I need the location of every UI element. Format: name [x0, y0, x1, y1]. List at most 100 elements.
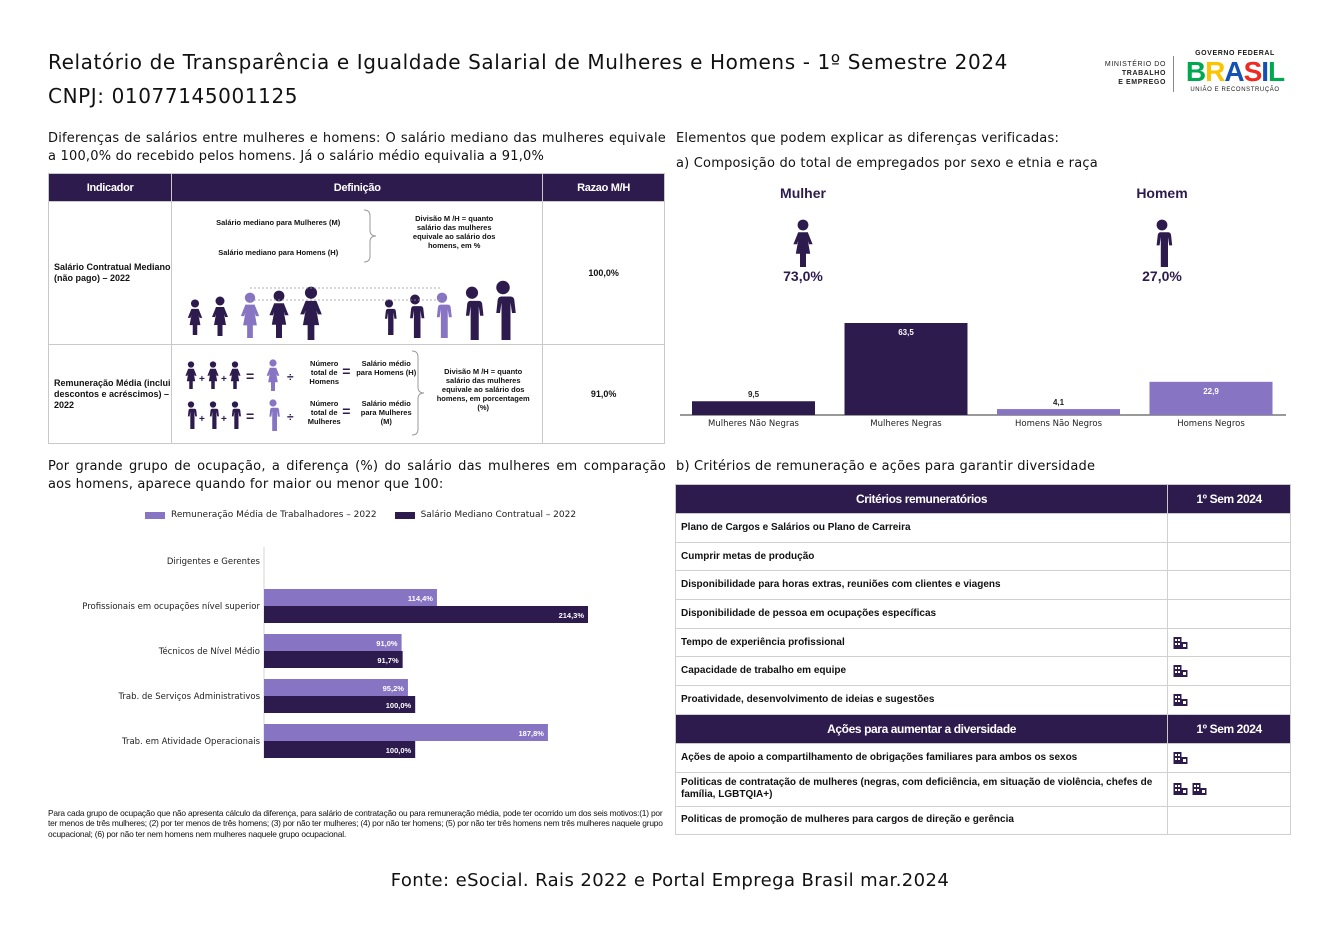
avg-women-salary-label: Salário médio para Homens (H) — [356, 359, 417, 377]
legend-label-median: Salário Mediano Contratual – 2022 — [420, 510, 577, 520]
occupation-bar — [264, 696, 416, 713]
company-building-icon — [1173, 665, 1188, 678]
composition-subtitle: a) Composição do total de empregados por… — [676, 156, 1098, 171]
criteria-mark-cell — [1167, 599, 1291, 629]
table-row: Tempo de experiência profissional — [674, 627, 1291, 658]
occupation-bar — [264, 741, 416, 758]
criteria-subtitle: b) Critérios de remuneração e ações para… — [676, 459, 1096, 474]
indicator-median-definition: Salário mediano para Mulheres (M) Salári… — [171, 201, 544, 345]
company-building-icon — [1173, 783, 1188, 795]
occupation-value-label: 91,7% — [377, 656, 399, 665]
criteria-mark-cell — [1167, 570, 1291, 601]
composition-category-label: Homens Negros — [1177, 419, 1245, 429]
source-note: Fonte: eSocial. Rais 2022 e Portal Empre… — [390, 870, 950, 891]
criteria-label: Tempo de experiência profissional — [674, 627, 1169, 658]
brasil-letter: S — [1243, 56, 1263, 87]
indicator-header: Indicador — [47, 173, 173, 202]
legend-swatch-median — [394, 511, 415, 519]
indicator-median-name: Salário Contratual Mediano (não pago) – … — [47, 201, 173, 345]
definition-header: Definição — [171, 173, 544, 202]
composition-value-label: 9,5 — [748, 390, 760, 399]
average-division-note: Divisão M /H = quanto salário das mulher… — [436, 367, 530, 412]
brasil-letter: L — [1268, 56, 1285, 87]
period-header: 1º Sem 2024 — [1167, 713, 1291, 744]
company-building-icon — [1173, 751, 1188, 764]
brasil-letter: B — [1185, 56, 1206, 87]
criteria-mark-cell — [1167, 513, 1291, 543]
table-row: Proatividade, desenvolvimento de ideias … — [674, 685, 1291, 715]
table-row: Disponibilidade de pessoa em ocupações e… — [674, 599, 1291, 629]
occupation-value-label: 187,8% — [518, 729, 544, 738]
woman-icon — [793, 219, 813, 267]
ministry-logo: MINISTÉRIO DO TRABALHO E EMPREGO — [1090, 60, 1166, 87]
median-women-label: Salário mediano para Mulheres (M) — [216, 218, 341, 227]
criteria-mark-cell — [1167, 541, 1291, 572]
salary-difference-text: Diferenças de salários entre mulheres e … — [48, 131, 666, 164]
criteria-mark-cell — [1167, 771, 1291, 807]
elements-section-title: Elementos que podem explicar as diferenç… — [676, 131, 1060, 146]
indicator-median-value: 100,0% — [542, 201, 665, 345]
avg-men-salary-label: Salário médio para Mulheres (M) — [360, 399, 412, 426]
people-median-illustration — [188, 280, 516, 340]
brasil-letter: A — [1224, 56, 1244, 87]
svg-text:=: = — [246, 408, 254, 424]
svg-text:+: + — [221, 414, 227, 425]
logo-divider — [1173, 56, 1174, 92]
criteria-label: Politicas de contratação de mulheres (ne… — [674, 771, 1169, 807]
equals-icon: = — [342, 403, 351, 419]
composition-value-label: 63,5 — [898, 328, 914, 337]
company-building-icon — [1173, 636, 1188, 649]
occupation-bar — [264, 724, 548, 741]
legend-label-average: Remuneração Média de Trabalhadores – 202… — [171, 510, 377, 520]
government-logo-tagline: UNIÃO E RECONSTRUÇÃO — [1190, 87, 1280, 93]
government-logo-top: GOVERNO FEDERAL — [1195, 50, 1275, 57]
occupation-value-label: 114,4% — [408, 594, 433, 603]
indicator-average-value: 91,0% — [542, 344, 665, 444]
criteria-table: Critérios remuneratórios 1º Sem 2024 Plano… — [674, 484, 1291, 836]
brace-icon — [364, 209, 377, 263]
occupation-value-label: 95,2% — [383, 684, 405, 693]
occupation-footnote: Para cada grupo de ocupação que não apre… — [48, 808, 663, 839]
company-cnpj: CNPJ: 01077145001125 — [48, 84, 299, 108]
criteria-label: Disponibilidade para horas extras, reuni… — [674, 570, 1169, 601]
occupation-text: Por grande grupo de ocupação, a diferenç… — [48, 459, 666, 492]
ministry-line-1: MINISTÉRIO DO — [1104, 61, 1166, 68]
composition-category-label: Mulheres Negras — [870, 419, 942, 429]
criteria-mark-cell — [1167, 805, 1291, 836]
criteria-label: Cumprir metas de produção — [674, 541, 1169, 572]
indicator-table: Indicador Definição Razao M/H Salário Co… — [47, 173, 665, 444]
svg-text:+: + — [221, 374, 227, 385]
indicator-average-definition: + + = + + = — [171, 344, 544, 444]
occupation-bar-chart: Dirigentes e Gerentes Profissionais em oc… — [82, 547, 588, 759]
equals-icon: = — [342, 363, 351, 379]
median-men-label: Salário mediano para Homens (H) — [218, 248, 339, 257]
table-row: Plano de Cargos e Salários ou Plano de C… — [674, 513, 1291, 543]
svg-text:=: = — [246, 368, 254, 384]
criteria-mark-cell — [1167, 685, 1291, 715]
criteria-label: Disponibilidade de pessoa em ocupações e… — [674, 599, 1169, 629]
occupation-category-label: Profissionais em ocupações nível superio… — [82, 602, 260, 612]
criteria-label: Plano de Cargos e Salários ou Plano de C… — [674, 513, 1169, 543]
table-row: Politicas de promoção de mulheres para c… — [674, 805, 1291, 836]
avg-women-count-label: Número total de Homens — [309, 359, 339, 386]
criteria-label: Capacidade de trabalho em equipe — [674, 656, 1169, 687]
period-header: 1º Sem 2024 — [1167, 484, 1291, 514]
median-division-note: Divisão M /H = quanto salário das mulher… — [412, 214, 496, 250]
occupation-category-label: Técnicos de Nível Médio — [158, 646, 260, 657]
table-row: Politicas de contratação de mulheres (ne… — [674, 771, 1291, 807]
occupation-value-label: 100,0% — [386, 701, 412, 710]
composition-value-label: 4,1 — [1053, 398, 1065, 407]
criteria-mark-cell — [1167, 627, 1291, 658]
avg-men-count-label: Número total de Mulheres — [307, 399, 341, 426]
men-percent: 27,0% — [1142, 268, 1182, 284]
criteria-header: Critérios remuneratórios — [674, 484, 1169, 514]
company-building-icon — [1173, 693, 1188, 706]
people-sum-illustration: + + = + + = — [185, 359, 294, 431]
composition-bar — [997, 409, 1120, 415]
composition-bar — [692, 401, 815, 415]
criteria-mark-cell — [1167, 742, 1291, 773]
occupation-bar — [264, 679, 408, 696]
composition-category-label: Mulheres Não Negras — [708, 419, 800, 429]
